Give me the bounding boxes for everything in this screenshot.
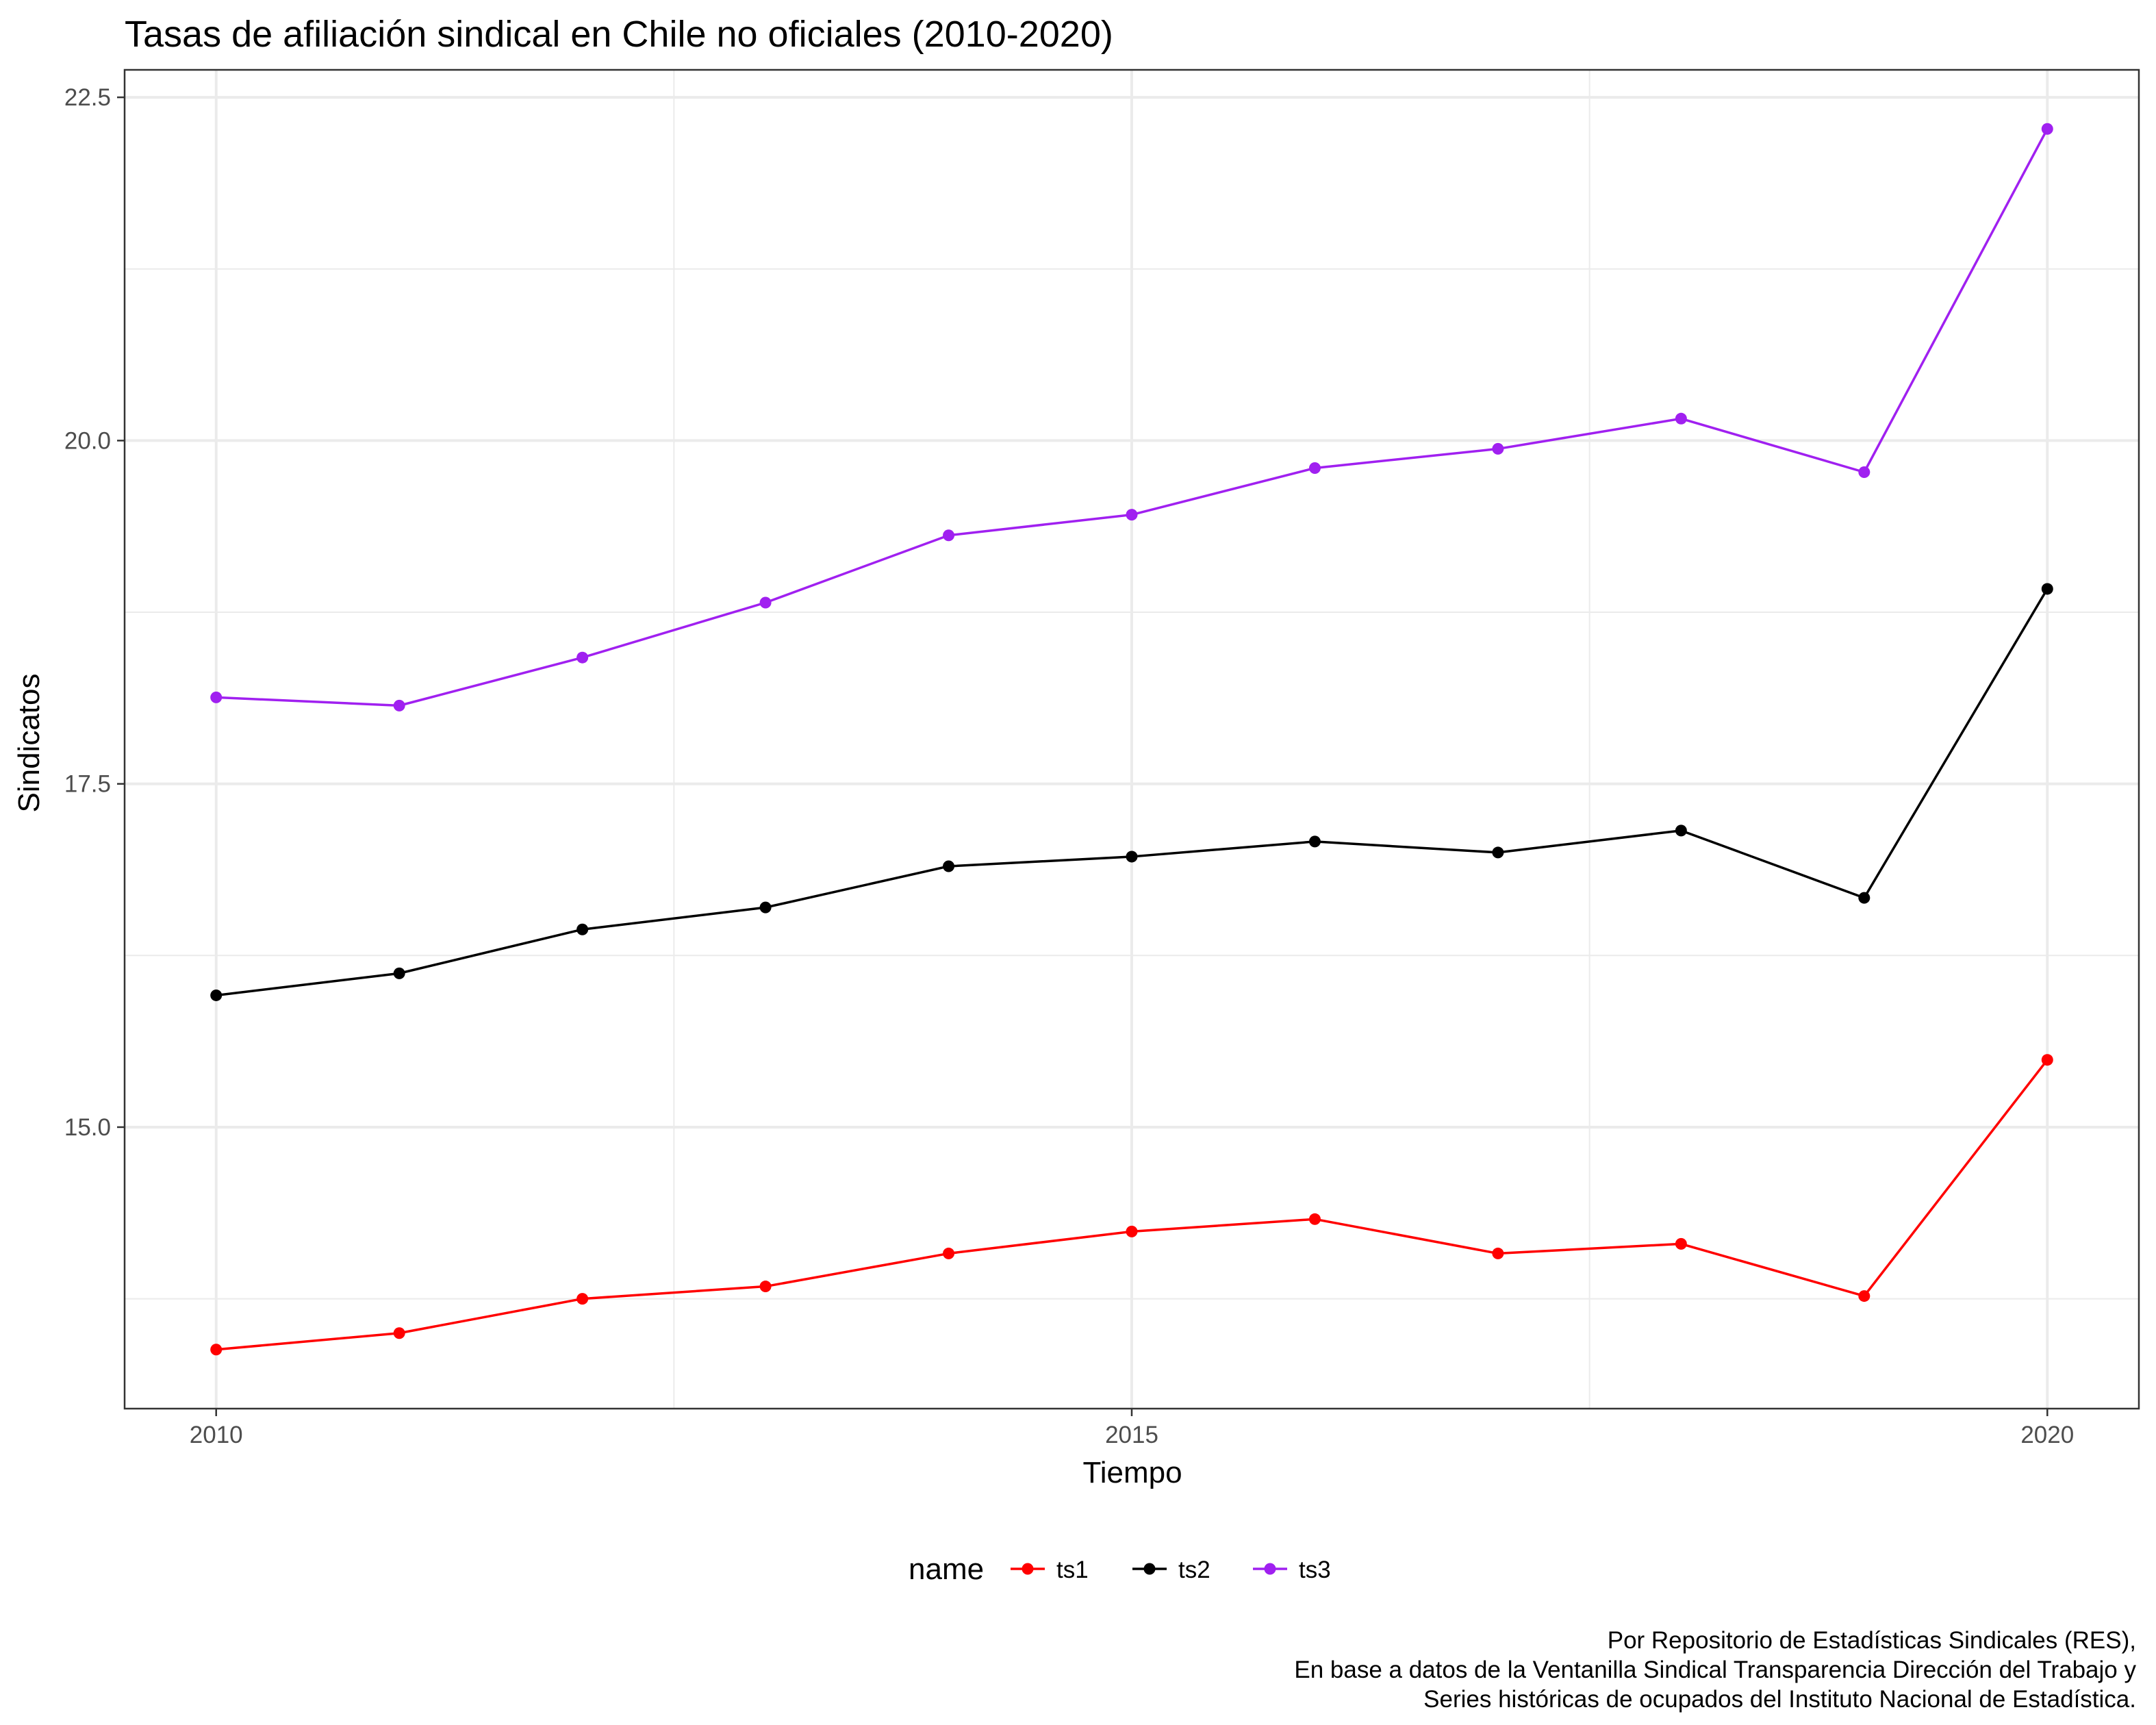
series-ts3: [210, 123, 2053, 712]
data-point-ts1: [759, 1281, 772, 1293]
data-point-ts1: [576, 1293, 589, 1305]
data-point-ts1: [1492, 1247, 1504, 1259]
data-point-ts2: [1675, 824, 1687, 837]
x-axis-title: Tiempo: [1082, 1456, 1182, 1489]
x-tick-label: 2020: [2020, 1422, 2074, 1448]
data-point-ts2: [2041, 583, 2053, 595]
legend-key-point: [1264, 1563, 1276, 1575]
data-point-ts1: [210, 1344, 223, 1356]
major-gridlines: [125, 70, 2139, 1409]
data-point-ts2: [576, 923, 589, 935]
legend-label: ts2: [1178, 1557, 1210, 1583]
data-point-ts1: [1126, 1225, 1138, 1237]
series-layer: [210, 123, 2053, 1356]
x-tick-label: 2015: [1105, 1422, 1158, 1448]
x-tick-label: 2010: [190, 1422, 243, 1448]
legend-key-point: [1143, 1563, 1156, 1575]
y-axis-title: Sindicatos: [12, 673, 46, 812]
legend-label: ts1: [1056, 1557, 1089, 1583]
data-point-ts3: [1858, 466, 1870, 479]
legend-title: name: [909, 1552, 984, 1586]
legend-item-ts1: ts1: [1011, 1557, 1089, 1583]
data-point-ts3: [1308, 462, 1321, 474]
x-axis-ticks: 2010 2015 2020: [190, 1409, 2074, 1448]
data-point-ts3: [210, 691, 223, 703]
data-point-ts2: [1492, 846, 1504, 859]
data-point-ts3: [1126, 509, 1138, 521]
legend-key-point: [1022, 1563, 1034, 1575]
data-point-ts1: [393, 1327, 405, 1339]
legend: name ts1 ts2 ts3: [909, 1552, 1331, 1586]
data-point-ts3: [759, 596, 772, 609]
data-point-ts2: [1126, 851, 1138, 863]
y-tick-label: 15.0: [64, 1114, 111, 1141]
data-point-ts1: [1675, 1237, 1687, 1250]
y-axis-ticks: 15.0 17.5 20.0 22.5: [64, 84, 125, 1141]
data-point-ts1: [1858, 1290, 1870, 1302]
caption-line-3: Series históricas de ocupados del Instit…: [1423, 1686, 2136, 1713]
data-point-ts3: [393, 699, 405, 712]
legend-item-ts2: ts2: [1132, 1557, 1210, 1583]
caption-line-2: En base a datos de la Ventanilla Sindica…: [1294, 1657, 2136, 1683]
data-point-ts2: [210, 989, 223, 1001]
data-point-ts3: [1492, 442, 1504, 455]
legend-item-ts3: ts3: [1253, 1557, 1331, 1583]
y-tick-label: 17.5: [64, 771, 111, 798]
data-point-ts2: [393, 967, 405, 979]
data-point-ts2: [943, 860, 955, 872]
chart-title: Tasas de afiliación sindical en Chile no…: [125, 14, 1113, 55]
data-point-ts2: [1308, 835, 1321, 848]
data-point-ts2: [1858, 892, 1870, 904]
caption-line-1: Por Repositorio de Estadísticas Sindical…: [1608, 1627, 2136, 1654]
legend-label: ts3: [1299, 1557, 1331, 1583]
data-point-ts3: [2041, 123, 2053, 135]
data-point-ts1: [2041, 1054, 2053, 1066]
series-ts1: [210, 1054, 2053, 1356]
data-point-ts3: [1675, 412, 1687, 425]
data-point-ts2: [759, 901, 772, 914]
data-point-ts1: [943, 1247, 955, 1259]
data-point-ts1: [1308, 1213, 1321, 1225]
caption: Por Repositorio de Estadísticas Sindical…: [1294, 1627, 2136, 1713]
y-tick-label: 20.0: [64, 427, 111, 454]
series-ts2: [210, 583, 2053, 1001]
data-point-ts3: [943, 529, 955, 542]
data-point-ts3: [576, 651, 589, 664]
y-tick-label: 22.5: [64, 84, 111, 111]
